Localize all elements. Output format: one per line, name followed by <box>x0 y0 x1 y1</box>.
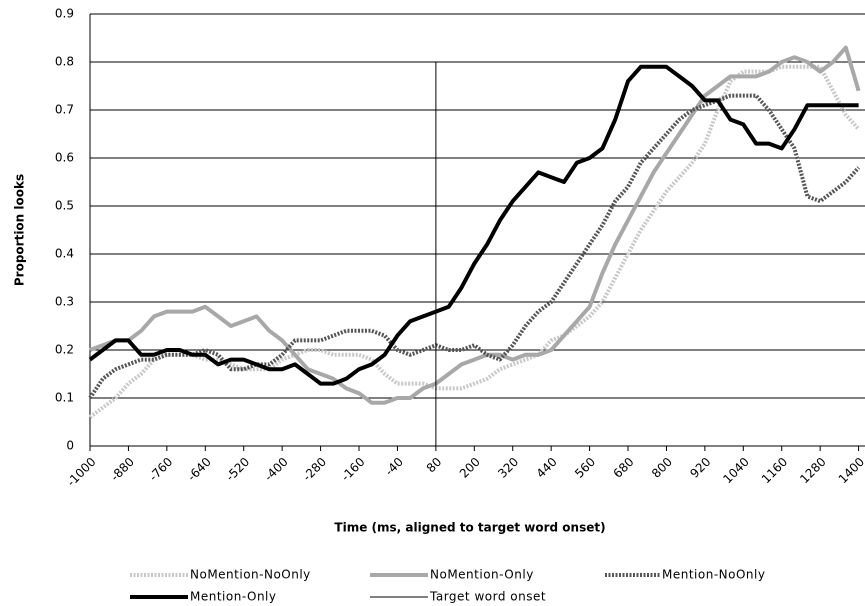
series-line <box>88 64 859 386</box>
x-axis-title: Time (ms, aligned to target word onset) <box>334 521 605 535</box>
x-tick-label: 320 <box>495 455 521 481</box>
x-tick-label: -760 <box>146 455 175 484</box>
x-tick-label: -400 <box>262 455 291 484</box>
x-tick-label: 560 <box>572 455 598 481</box>
x-tick-label: -880 <box>108 455 137 484</box>
y-axis-title: Proportion looks <box>13 174 27 286</box>
y-tick-label: 0.8 <box>55 55 74 69</box>
series-line <box>89 45 861 405</box>
series-line <box>88 93 861 400</box>
x-tick-label: 920 <box>687 455 713 481</box>
y-tick-label: 0.6 <box>55 151 74 165</box>
y-tick-label: 0 <box>66 439 74 453</box>
x-tick-label: 440 <box>534 455 560 481</box>
x-tick-label: -640 <box>185 455 214 484</box>
y-tick-label: 0.7 <box>55 103 74 117</box>
y-tick-label: 0.9 <box>55 7 74 21</box>
legend-label: Mention-NoOnly <box>662 568 765 582</box>
y-tick-label: 0.2 <box>55 343 74 357</box>
x-tick-label: 800 <box>649 455 675 481</box>
x-tick-label: -280 <box>300 455 329 484</box>
x-tick-label: 80 <box>424 455 445 476</box>
x-tick-label: 1400 <box>836 455 865 486</box>
y-tick-label: 0.1 <box>55 391 74 405</box>
x-tick-label: 1040 <box>720 455 751 486</box>
x-tick-label: -40 <box>382 455 406 479</box>
y-tick-label: 0.3 <box>55 295 74 309</box>
x-tick-label: -1000 <box>64 455 99 490</box>
x-tick-label: -520 <box>223 455 252 484</box>
legend-label: Mention-Only <box>190 590 276 604</box>
x-tick-label: 1160 <box>759 455 790 486</box>
x-tick-label: 1280 <box>797 455 828 486</box>
legend-label: Target word onset <box>429 590 546 604</box>
legend-label: NoMention-NoOnly <box>190 568 311 582</box>
series-line <box>88 64 861 419</box>
x-tick-label: -160 <box>338 455 367 484</box>
y-tick-label: 0.5 <box>55 199 74 213</box>
x-tick-label: 200 <box>457 455 483 481</box>
x-tick-label: 680 <box>611 455 637 481</box>
legend-label: NoMention-Only <box>430 568 534 582</box>
y-tick-label: 0.4 <box>55 247 74 261</box>
